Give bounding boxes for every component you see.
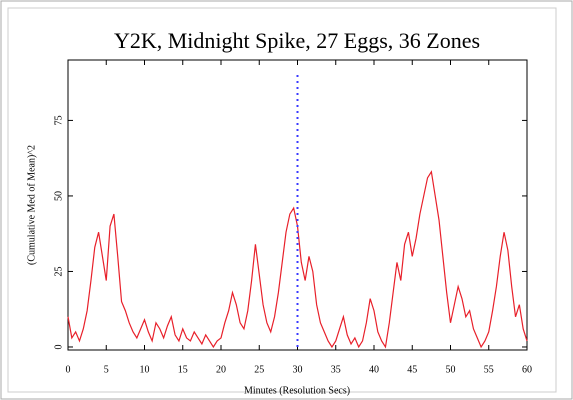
x-tick-label: 5 xyxy=(104,364,109,375)
x-tick-label: 55 xyxy=(484,364,494,375)
y-tick-label: 75 xyxy=(53,115,64,125)
x-tick-label: 30 xyxy=(293,364,303,375)
x-tick-label: 50 xyxy=(446,364,456,375)
x-axis-label: Minutes (Resolution Secs) xyxy=(244,385,350,396)
y-tick-label: 25 xyxy=(53,266,64,276)
y-tick-label: 50 xyxy=(53,191,64,201)
x-tick-label: 10 xyxy=(140,364,150,375)
inner-frame xyxy=(7,7,557,393)
x-tick-label: 60 xyxy=(522,364,532,375)
x-tick-label: 40 xyxy=(369,364,379,375)
x-tick-label: 0 xyxy=(66,364,71,375)
x-tick-label: 15 xyxy=(178,364,188,375)
x-tick-label: 25 xyxy=(254,364,264,375)
x-tick-label: 35 xyxy=(331,364,341,375)
y-axis-label: (Cumulative Med of Mean)^2 xyxy=(26,145,37,265)
x-tick-label: 45 xyxy=(407,364,417,375)
chart-title: Y2K, Midnight Spike, 27 Eggs, 36 Zones xyxy=(114,28,480,53)
y-tick-label: 0 xyxy=(53,344,64,349)
x-tick-label: 20 xyxy=(216,364,226,375)
